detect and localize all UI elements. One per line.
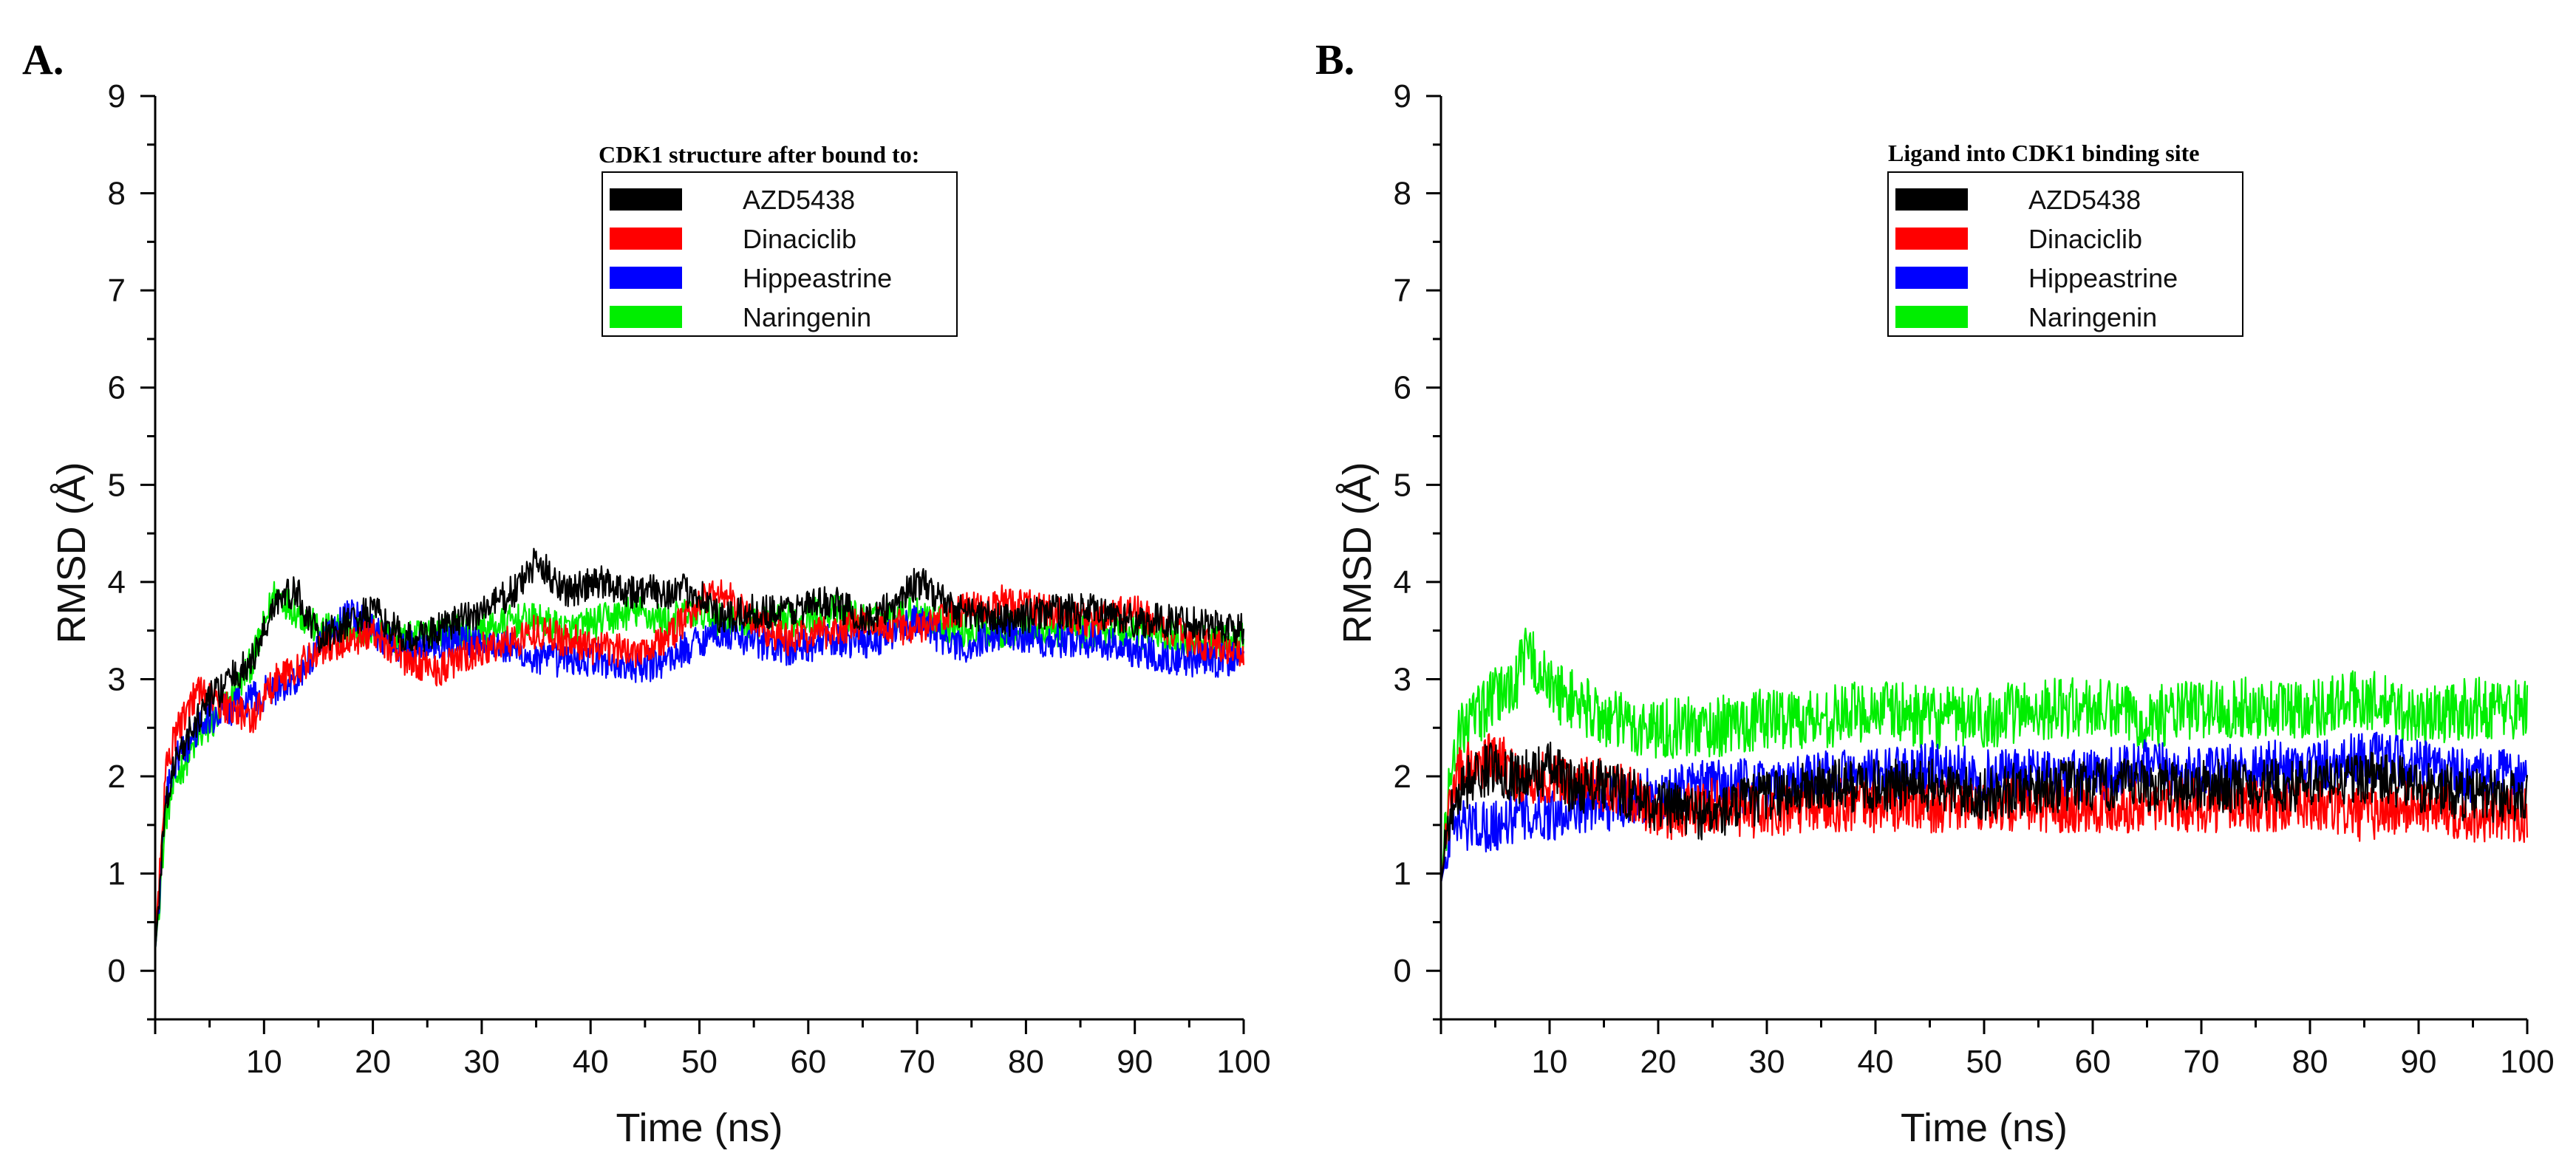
y-tick-label: 8 xyxy=(108,176,126,212)
axes: 0 1 2 3 4 5 6 7 8 9 10 20 30 40 50 60 70 80 90 100 Time (ns)… xyxy=(1335,78,2555,1150)
legend-swatch-azd5438 xyxy=(610,188,682,211)
x-tick-label: 60 xyxy=(790,1044,826,1080)
legend-swatch-azd5438 xyxy=(1895,188,1968,211)
legend-swatch-naringenin xyxy=(610,306,682,328)
chart-panel-b: B. 0 1 2 3 4 5 6 7 8 9 10 20 30 40 50 60 70 80 90 100 Time (n… xyxy=(1315,35,2555,1150)
legend-label-hippeastrine: Hippeastrine xyxy=(2028,263,2178,293)
x-tick-label: 30 xyxy=(463,1044,500,1080)
y-tick-label: 6 xyxy=(108,370,126,406)
y-tick-label: 2 xyxy=(1394,759,1411,795)
y-tick-label: 3 xyxy=(1394,661,1411,697)
legend-label-hippeastrine: Hippeastrine xyxy=(743,263,892,293)
y-tick-label: 7 xyxy=(108,273,126,309)
panel-label: B. xyxy=(1315,35,1355,83)
x-tick-label: 80 xyxy=(1008,1044,1044,1080)
x-tick-label: 50 xyxy=(681,1044,718,1080)
x-tick-label: 60 xyxy=(2075,1044,2111,1080)
legend-swatch-naringenin xyxy=(1895,306,1968,328)
x-axis-title: Time (ns) xyxy=(1901,1106,2068,1150)
x-tick-label: 80 xyxy=(2292,1044,2328,1080)
y-tick-label: 3 xyxy=(108,661,126,697)
y-tick-label: 5 xyxy=(1394,467,1411,503)
y-tick-label: 4 xyxy=(1394,564,1411,601)
y-tick-label: 7 xyxy=(1394,273,1411,309)
y-tick-label: 6 xyxy=(1394,370,1411,406)
series-group xyxy=(154,547,1245,951)
legend: Ligand into CDK1 binding site AZD5438 Dina… xyxy=(1887,140,2243,337)
legend-label-naringenin: Naringenin xyxy=(2028,302,2157,332)
x-tick-label: 40 xyxy=(1858,1044,1894,1080)
y-tick-label: 1 xyxy=(108,856,126,892)
legend-swatch-dinaciclib xyxy=(1895,228,1968,250)
y-axis-title: RMSD (Å) xyxy=(50,462,94,643)
legend-title: Ligand into CDK1 binding site xyxy=(1888,140,2199,166)
chart-panel-a: A. 0 1 2 3 4 5 6 7 8 9 10 20 30 40 50 60 70 80 90 100 Time (n… xyxy=(22,35,1271,1150)
legend-label-dinaciclib: Dinaciclib xyxy=(2028,224,2142,254)
y-tick-label: 9 xyxy=(108,78,126,114)
y-axis-title: RMSD (Å) xyxy=(1335,462,1380,643)
series-line-azd5438 xyxy=(154,547,1245,951)
x-tick-label: 10 xyxy=(246,1044,282,1080)
y-tick-label: 4 xyxy=(108,564,126,601)
y-tick-label: 5 xyxy=(108,467,126,503)
legend-title: CDK1 structure after bound to: xyxy=(599,141,919,168)
x-tick-label: 50 xyxy=(1966,1044,2003,1080)
legend-swatch-dinaciclib xyxy=(610,228,682,250)
x-tick-label: 20 xyxy=(1640,1044,1677,1080)
y-tick-label: 8 xyxy=(1394,176,1411,212)
legend: CDK1 structure after bound to: AZD5438 Din… xyxy=(599,141,958,337)
y-tick-label: 0 xyxy=(1394,953,1411,989)
legend-swatch-hippeastrine xyxy=(610,267,682,289)
legend-label-azd5438: AZD5438 xyxy=(743,185,855,215)
x-tick-label: 70 xyxy=(2184,1044,2220,1080)
y-tick-label: 1 xyxy=(1394,856,1411,892)
x-tick-label: 30 xyxy=(1749,1044,1785,1080)
legend-label-naringenin: Naringenin xyxy=(743,302,871,332)
legend-label-dinaciclib: Dinaciclib xyxy=(743,224,856,254)
axes: 0 1 2 3 4 5 6 7 8 9 10 20 30 40 50 60 70 80 90 100 Time (ns)… xyxy=(50,78,1271,1150)
y-tick-label: 9 xyxy=(1394,78,1411,114)
y-tick-label: 0 xyxy=(108,953,126,989)
x-tick-label: 90 xyxy=(2401,1044,2437,1080)
y-tick-label: 2 xyxy=(108,759,126,795)
series-line-azd5438 xyxy=(1439,741,2529,883)
series-group xyxy=(1439,627,2529,883)
x-tick-label: 40 xyxy=(573,1044,609,1080)
x-axis-title: Time (ns) xyxy=(616,1106,783,1150)
series-line-naringenin xyxy=(1439,627,2529,883)
x-tick-label: 100 xyxy=(1216,1044,1270,1080)
x-tick-label: 100 xyxy=(2500,1044,2554,1080)
x-tick-label: 20 xyxy=(355,1044,391,1080)
legend-swatch-hippeastrine xyxy=(1895,267,1968,289)
x-tick-label: 10 xyxy=(1532,1044,1568,1080)
panel-label: A. xyxy=(22,35,64,83)
x-tick-label: 90 xyxy=(1117,1044,1153,1080)
x-tick-label: 70 xyxy=(899,1044,936,1080)
legend-label-azd5438: AZD5438 xyxy=(2028,185,2141,215)
